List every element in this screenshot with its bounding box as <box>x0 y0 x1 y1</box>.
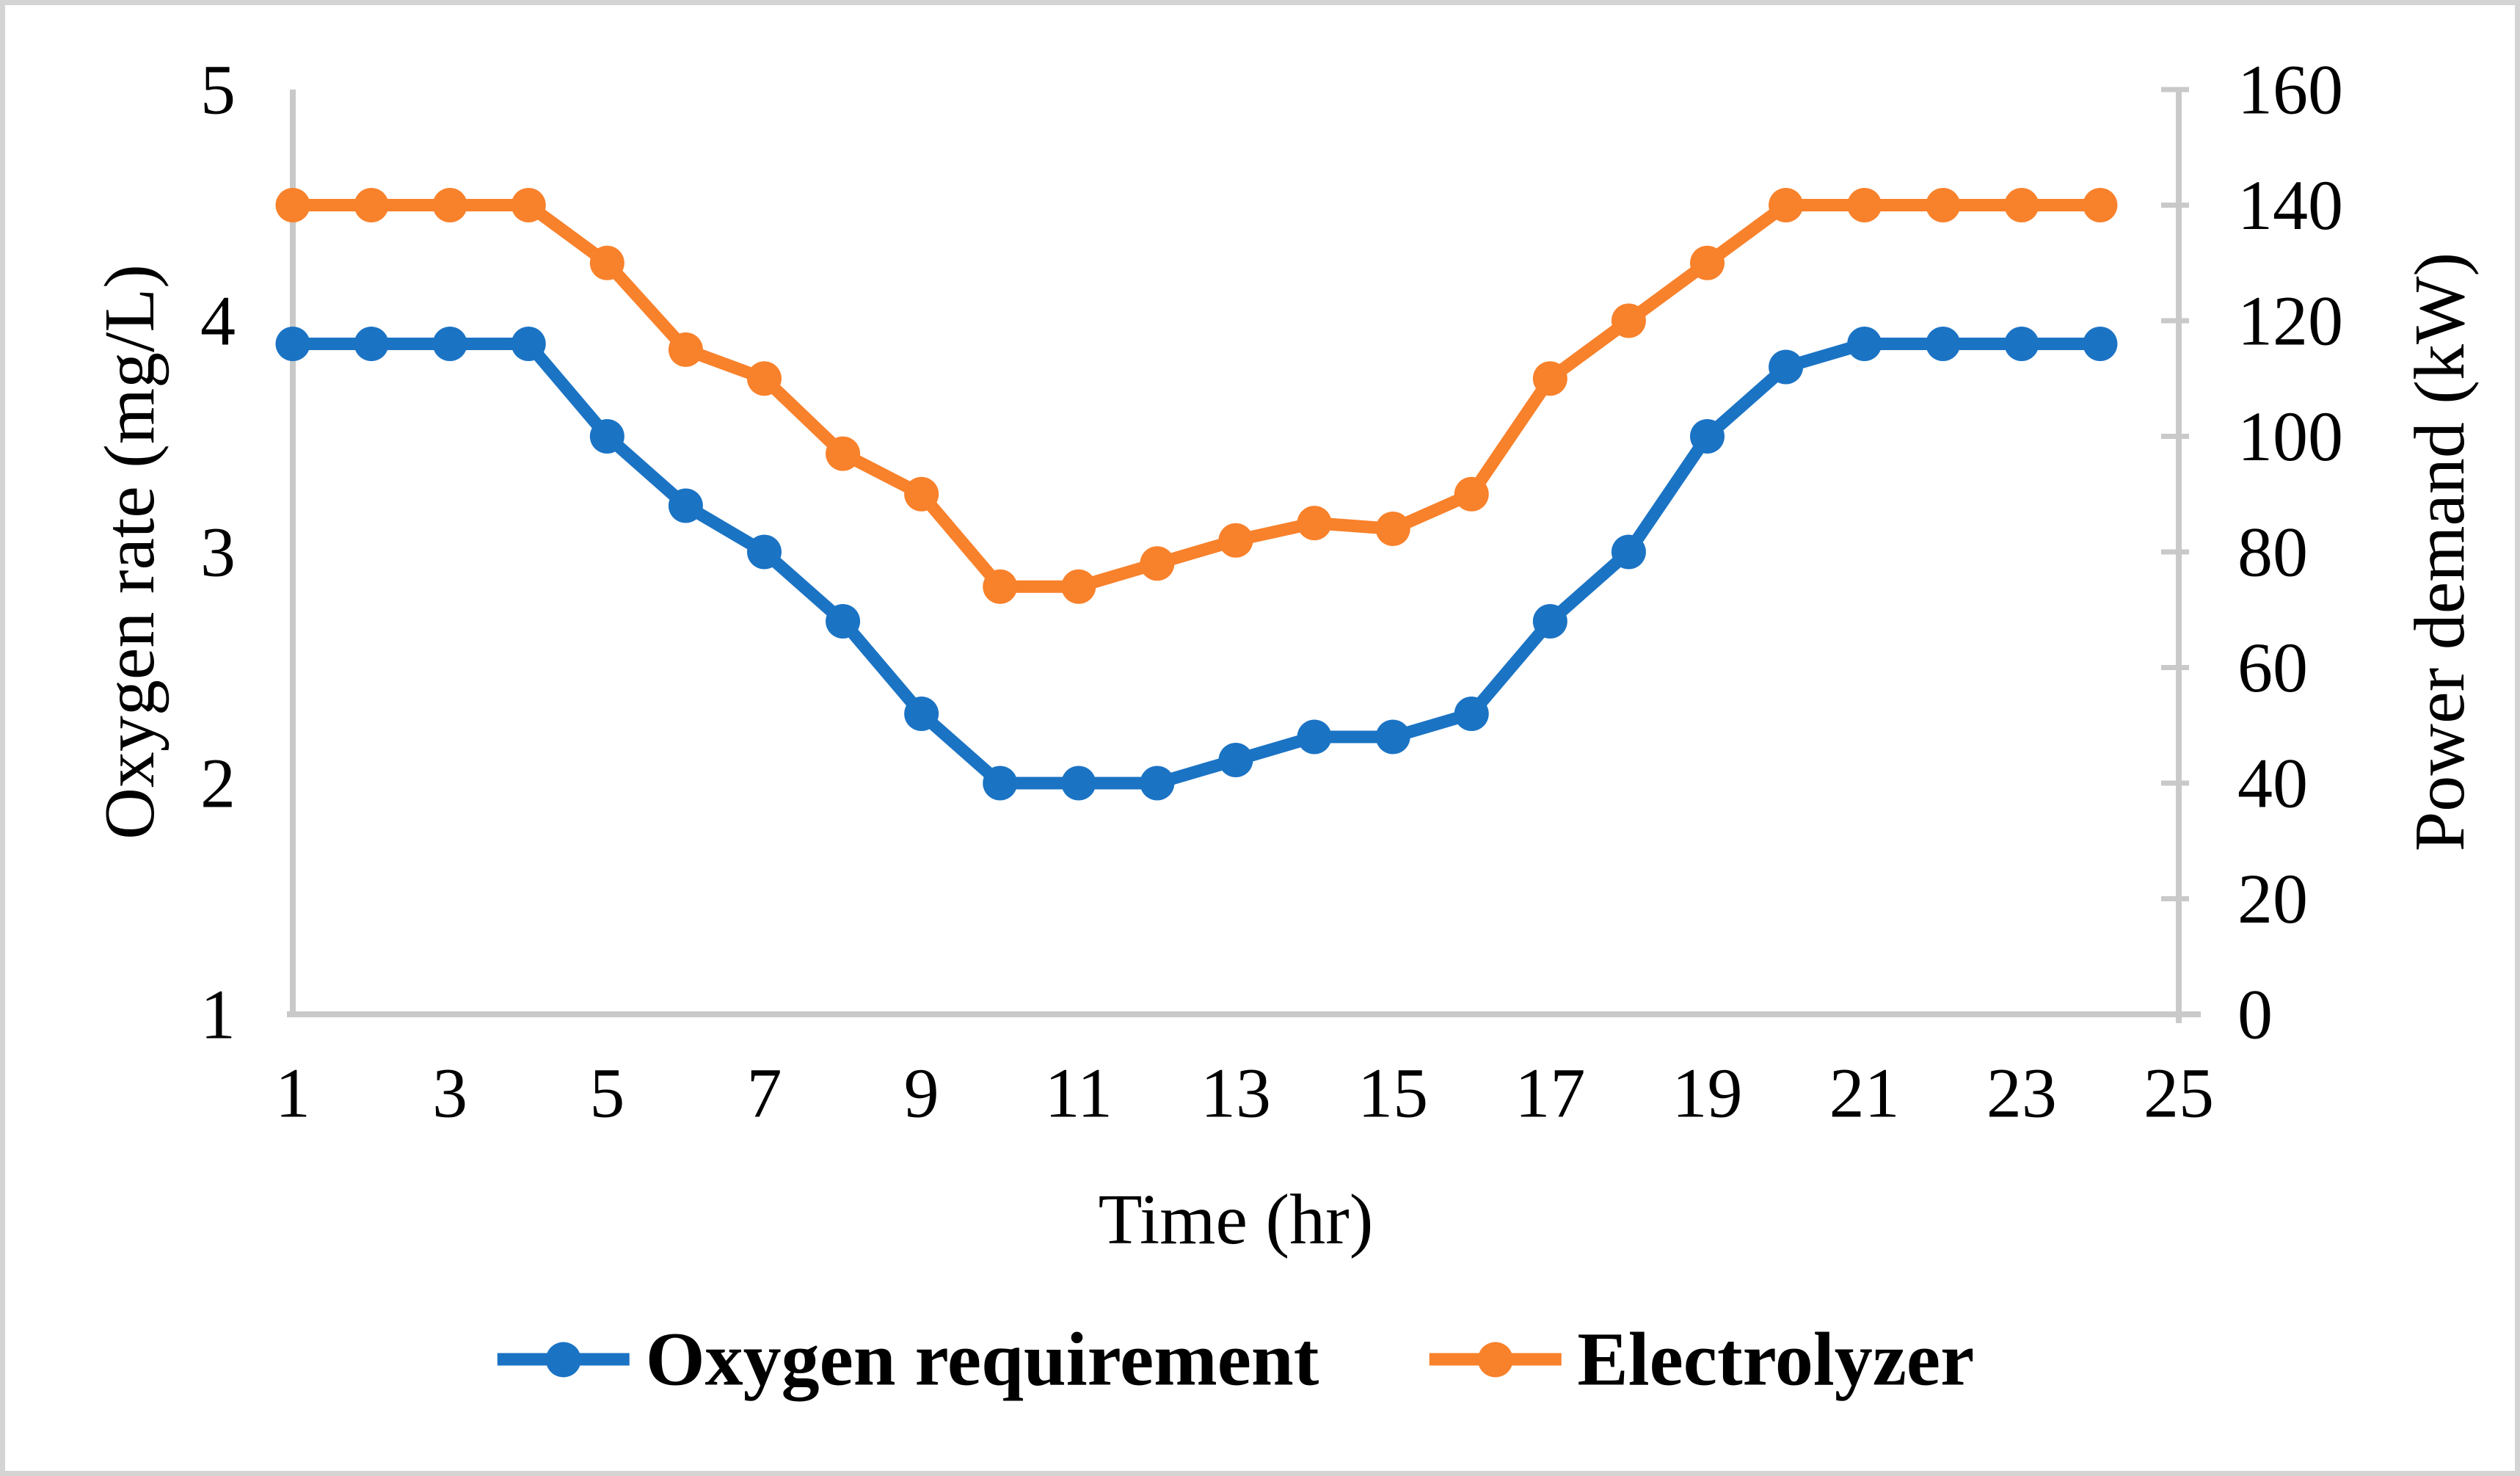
data-point-marker-oxygen-requirement <box>826 604 861 639</box>
x-axis-tick-label: 3 <box>432 1054 467 1133</box>
data-point-marker-electrolyzer <box>983 569 1018 604</box>
data-point-marker-oxygen-requirement <box>1218 743 1253 777</box>
x-axis-tick-label: 19 <box>1672 1054 1743 1133</box>
x-axis-tick-label: 11 <box>1045 1054 1112 1133</box>
data-point-marker-oxygen-requirement <box>1140 766 1175 801</box>
x-axis-tick-label: 13 <box>1201 1054 1271 1133</box>
right-axis-tick-label: 0 <box>2237 975 2273 1054</box>
data-point-marker-electrolyzer <box>1611 303 1646 338</box>
x-axis-tick-label: 1 <box>275 1054 310 1133</box>
data-point-marker-electrolyzer <box>275 188 310 222</box>
data-point-marker-electrolyzer <box>1847 188 1882 222</box>
right-axis-title: Power demand (kW) <box>2400 252 2480 852</box>
left-axis-tick-label: 5 <box>200 51 236 129</box>
right-axis-tick-label: 160 <box>2237 51 2343 129</box>
left-axis-tick-label: 4 <box>200 282 236 360</box>
legend-marker-line-icon <box>497 1342 630 1377</box>
data-point-marker-electrolyzer <box>1375 512 1410 546</box>
data-point-marker-oxygen-requirement <box>1611 534 1646 570</box>
data-point-marker-electrolyzer <box>354 188 389 222</box>
right-axis-tick-label: 60 <box>2237 628 2308 707</box>
data-point-marker-oxygen-requirement <box>589 419 624 454</box>
data-point-marker-oxygen-requirement <box>1061 766 1096 801</box>
data-point-marker-electrolyzer <box>1061 569 1096 604</box>
data-point-marker-electrolyzer <box>1140 546 1175 581</box>
data-point-marker-oxygen-requirement <box>1297 719 1332 755</box>
data-point-marker-electrolyzer <box>432 188 467 222</box>
legend-label-oxygen-requirement: Oxygen requirement <box>645 1317 1319 1402</box>
x-axis-title: Time (hr) <box>1098 1180 1374 1259</box>
data-point-marker-electrolyzer <box>1297 506 1332 541</box>
data-point-marker-electrolyzer <box>589 245 624 280</box>
x-axis-tick-label: 23 <box>1986 1054 2057 1133</box>
x-axis-tick-label: 21 <box>1829 1054 1900 1133</box>
data-point-marker-oxygen-requirement <box>432 327 467 361</box>
data-point-marker-electrolyzer <box>904 476 939 512</box>
data-point-marker-electrolyzer <box>1690 245 1725 280</box>
data-point-marker-oxygen-requirement <box>668 488 703 523</box>
data-point-marker-electrolyzer <box>826 436 861 471</box>
right-axis-tick-label: 80 <box>2237 513 2308 592</box>
right-axis-tick-label: 20 <box>2237 859 2308 938</box>
right-axis-tick-label: 100 <box>2237 397 2343 476</box>
data-point-marker-oxygen-requirement <box>904 697 939 731</box>
data-point-marker-oxygen-requirement <box>1532 604 1567 639</box>
data-point-marker-electrolyzer <box>2004 188 2039 222</box>
left-axis-tick-label: 1 <box>200 975 236 1054</box>
data-point-marker-electrolyzer <box>1454 476 1489 512</box>
left-axis-tick-label: 2 <box>200 744 236 823</box>
x-axis-tick-label: 5 <box>589 1054 624 1133</box>
series-line-oxygen-requirement <box>286 338 2107 790</box>
data-point-marker-oxygen-requirement <box>2004 327 2039 361</box>
left-axis-tick-label: 3 <box>200 513 236 592</box>
data-point-marker-oxygen-requirement <box>511 327 546 361</box>
data-point-marker-electrolyzer <box>2083 188 2118 222</box>
data-point-marker-electrolyzer <box>1769 188 1804 222</box>
legend-marker-dot-icon <box>1477 1342 1513 1377</box>
x-axis-tick-label: 25 <box>2144 1054 2214 1133</box>
left-axis-title: Oxygen rate (mg/L) <box>90 264 170 840</box>
x-axis-tick-label: 7 <box>747 1054 782 1133</box>
x-axis-tick-label: 9 <box>904 1054 939 1133</box>
x-axis-tick-label: 15 <box>1358 1054 1428 1133</box>
data-point-marker-electrolyzer <box>668 332 703 367</box>
data-point-marker-oxygen-requirement <box>2083 327 2118 361</box>
data-point-marker-electrolyzer <box>1218 523 1253 558</box>
legend-item-electrolyzer: Electrolyzer <box>1429 1316 1974 1403</box>
right-axis-tick-label: 120 <box>2237 282 2343 360</box>
data-point-marker-electrolyzer <box>511 188 546 222</box>
data-point-marker-oxygen-requirement <box>1769 349 1804 385</box>
right-axis-tick-label: 140 <box>2237 166 2343 244</box>
data-point-marker-oxygen-requirement <box>1847 327 1882 361</box>
data-point-marker-electrolyzer <box>1926 188 1961 222</box>
data-point-marker-oxygen-requirement <box>747 534 782 570</box>
data-point-marker-electrolyzer <box>747 361 782 396</box>
legend-label-electrolyzer: Electrolyzer <box>1577 1317 1975 1402</box>
data-point-marker-electrolyzer <box>1532 361 1567 396</box>
data-point-marker-oxygen-requirement <box>1375 719 1410 755</box>
data-point-marker-oxygen-requirement <box>354 327 389 361</box>
right-axis-tick-label: 40 <box>2237 744 2308 823</box>
data-point-marker-oxygen-requirement <box>983 766 1018 801</box>
legend-item-oxygen-requirement: Oxygen requirement <box>497 1316 1319 1403</box>
data-point-marker-oxygen-requirement <box>1454 697 1489 731</box>
series-line-electrolyzer <box>286 199 2107 593</box>
x-axis-tick-label: 17 <box>1515 1054 1585 1133</box>
legend-marker-line-icon <box>1429 1342 1562 1377</box>
legend-marker-dot-icon <box>545 1342 581 1377</box>
data-point-marker-oxygen-requirement <box>275 327 310 361</box>
data-point-marker-oxygen-requirement <box>1690 419 1725 454</box>
data-point-marker-oxygen-requirement <box>1926 327 1961 361</box>
chart-legend: Oxygen requirement Electrolyzer <box>497 1316 1974 1403</box>
